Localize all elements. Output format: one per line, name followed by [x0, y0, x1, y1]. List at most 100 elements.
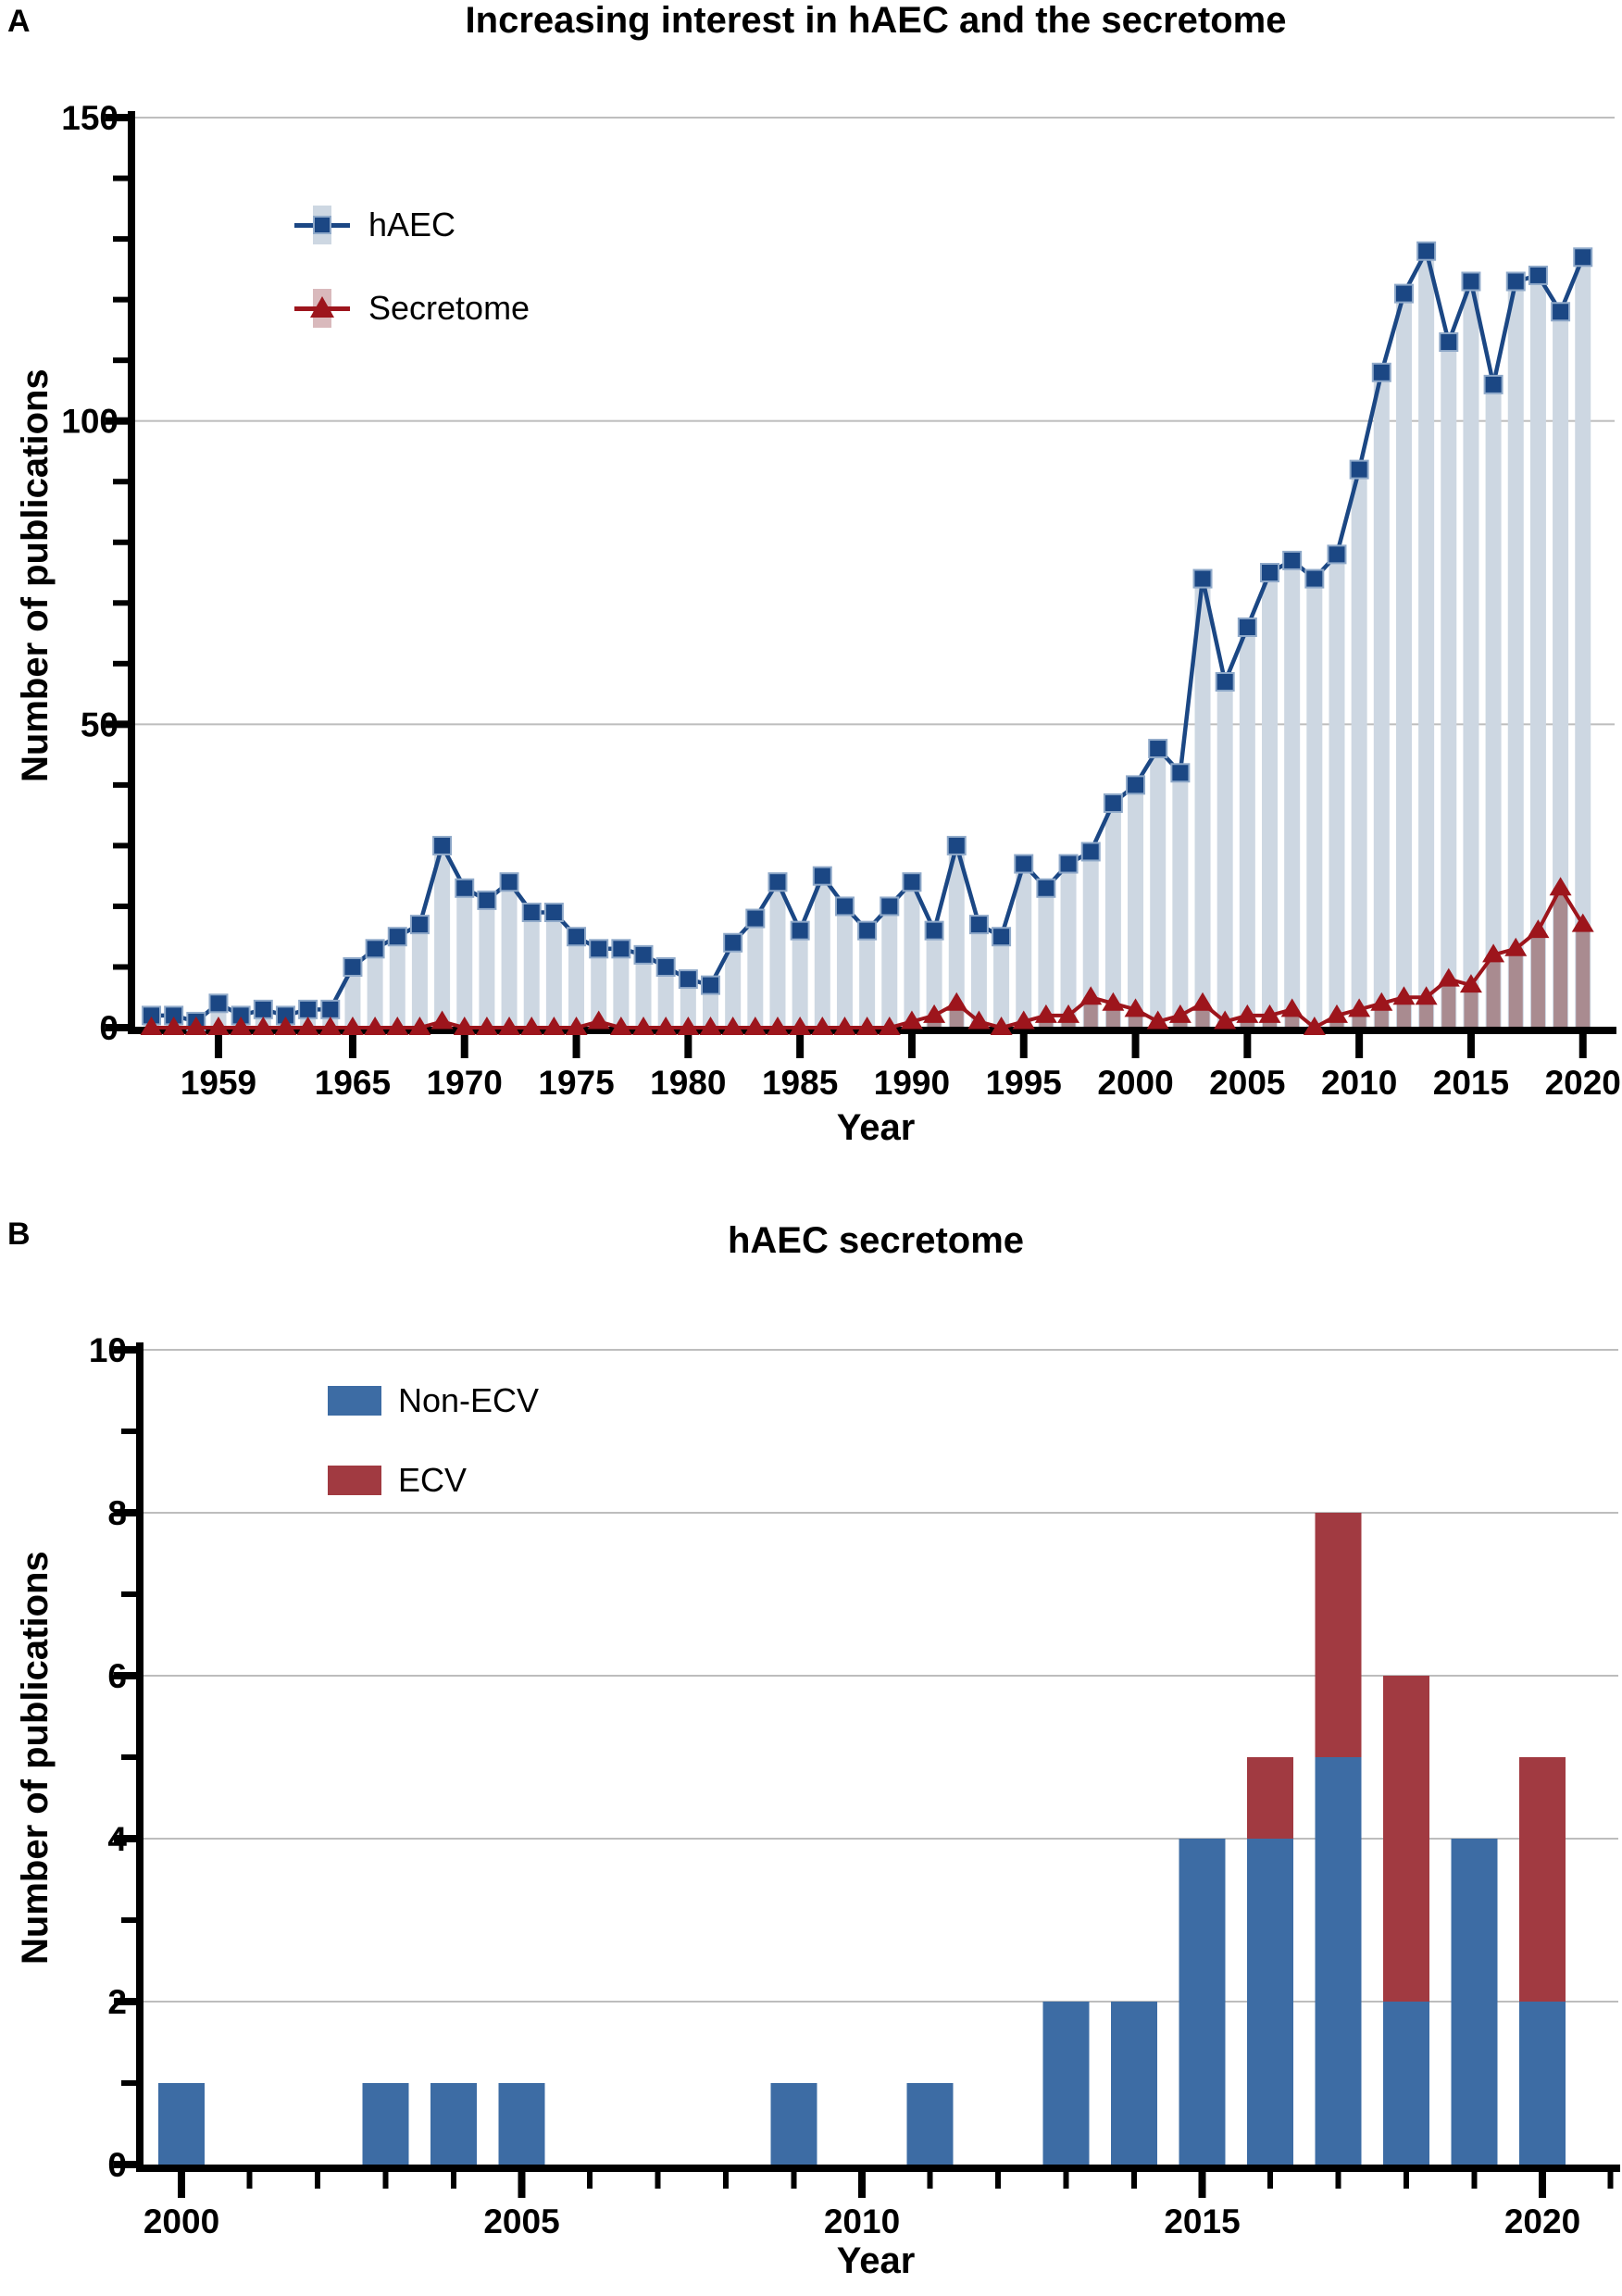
y-tick-label: 0	[107, 2146, 127, 2184]
haec-bar	[1150, 748, 1167, 1028]
haec-bar	[993, 936, 1010, 1028]
gridlines	[143, 1349, 1618, 2003]
haec-bar	[769, 881, 786, 1028]
non-ecv-bar	[1179, 1839, 1226, 2165]
ecv-bar	[1315, 1513, 1362, 1757]
haec-bar	[1038, 888, 1054, 1028]
haec-data-point	[1148, 739, 1168, 759]
secretome-data-point	[945, 992, 968, 1011]
haec-bar	[970, 924, 987, 1028]
haec-data-point	[1170, 763, 1191, 783]
ecv-bar	[1383, 1676, 1429, 2002]
haec-bar	[591, 948, 607, 1028]
secretome-bar	[1396, 997, 1411, 1028]
x-tick-label: 2005	[483, 2202, 559, 2240]
tick-labels: 0 50 100 150 1959 1965 1970 1975 1980 1985 1990 199…	[61, 99, 1621, 1102]
haec-bar	[1194, 579, 1211, 1028]
haec-data-point	[1439, 332, 1459, 353]
haec-bar	[836, 905, 853, 1028]
secretome-data-point	[318, 1017, 342, 1035]
haec-bar	[1441, 342, 1457, 1028]
non-ecv-bar	[1247, 1839, 1293, 2165]
haec-data-point	[812, 866, 832, 886]
secretome-data-point	[1102, 992, 1125, 1011]
secretome-data-point	[230, 1017, 253, 1035]
legend-label-ecv: ECV	[398, 1461, 468, 1499]
haec-bar	[792, 930, 808, 1028]
haec-data-point	[834, 896, 855, 917]
secretome-bar	[1464, 985, 1479, 1028]
secretome-data-point	[1437, 967, 1460, 987]
haec-data-point	[455, 878, 475, 898]
haec-data-point	[968, 915, 989, 935]
secretome-data-point	[498, 1017, 521, 1035]
haec-data-point	[678, 969, 698, 990]
haec-data-point	[543, 902, 564, 922]
non-ecv-bar	[158, 2083, 205, 2165]
haec-data-point	[1282, 550, 1303, 570]
x-tick-label: 2020	[1504, 2202, 1580, 2240]
secretome-data-point	[1146, 1010, 1169, 1029]
non-ecv-bar	[1315, 1757, 1362, 2165]
non-ecv-bar	[770, 2083, 817, 2165]
secretome-data-point	[1571, 913, 1594, 932]
secretome-data-point	[386, 1017, 409, 1035]
secretome-bar	[1508, 948, 1523, 1028]
panel-a-letter: A	[7, 4, 31, 39]
haec-data-point	[387, 927, 407, 947]
haec-data-point	[1393, 283, 1414, 304]
haec-bar	[1553, 311, 1569, 1029]
haec-data-point	[1080, 842, 1101, 862]
secretome-bar	[1576, 924, 1591, 1028]
non-ecv-swatch-icon	[328, 1386, 381, 1416]
secretome-bar	[1553, 888, 1568, 1028]
secretome-data-point	[1348, 998, 1371, 1017]
haec-data-point	[880, 896, 900, 917]
haec-data-point	[1103, 793, 1123, 814]
panel-a-title: Increasing interest in hAEC and the secr…	[465, 0, 1287, 41]
secretome-data-point	[766, 1017, 789, 1035]
haec-bar	[725, 942, 742, 1028]
haec-bar	[411, 924, 428, 1028]
haec-data-point	[1237, 618, 1257, 638]
legend-item-haec: hAEC	[293, 204, 530, 246]
haec-bar	[1306, 579, 1323, 1028]
secretome-data-point	[900, 1010, 923, 1029]
haec-bar	[1104, 803, 1121, 1028]
haec-bar	[1128, 784, 1144, 1028]
x-tick-label: 2020	[1545, 1064, 1621, 1102]
haec-data-point	[567, 927, 587, 947]
y-tick-label: 2	[107, 1983, 127, 2021]
haec-data-point	[1416, 241, 1437, 261]
secretome-data-point	[1124, 998, 1147, 1017]
haec-bar	[1172, 772, 1189, 1028]
haec-bar	[814, 876, 830, 1028]
gridlines	[135, 117, 1615, 726]
x-tick-label: 2010	[824, 2202, 900, 2240]
secretome-data-point	[296, 1017, 319, 1035]
secretome-data-point	[1012, 1010, 1035, 1029]
secretome-data-point	[206, 1017, 230, 1035]
haec-data-point	[633, 944, 654, 965]
panel-b-letter: B	[7, 1217, 31, 1252]
y-tick-label: 6	[107, 1657, 127, 1695]
y-tick-label: 0	[99, 1009, 119, 1047]
haec-data-point	[1260, 563, 1279, 583]
non-ecv-bar	[1111, 2002, 1157, 2165]
secretome-data-point	[475, 1017, 498, 1035]
stacked-bars	[158, 1513, 1566, 2165]
secretome-data-point	[811, 1017, 834, 1035]
x-tick-label: 2000	[143, 2202, 219, 2240]
secretome-data-point	[855, 1017, 879, 1035]
haec-bar	[1575, 256, 1591, 1028]
haec-data-point	[1349, 459, 1369, 480]
haec-bar	[523, 912, 540, 1028]
x-tick-label: 1970	[427, 1064, 503, 1102]
haec-data-point	[477, 890, 497, 910]
secretome-data-point	[1459, 974, 1482, 993]
haec-data-point	[790, 920, 810, 941]
haec-data-point	[857, 920, 878, 941]
secretome-data-point	[1236, 1004, 1259, 1023]
haec-data-point	[1014, 854, 1034, 874]
